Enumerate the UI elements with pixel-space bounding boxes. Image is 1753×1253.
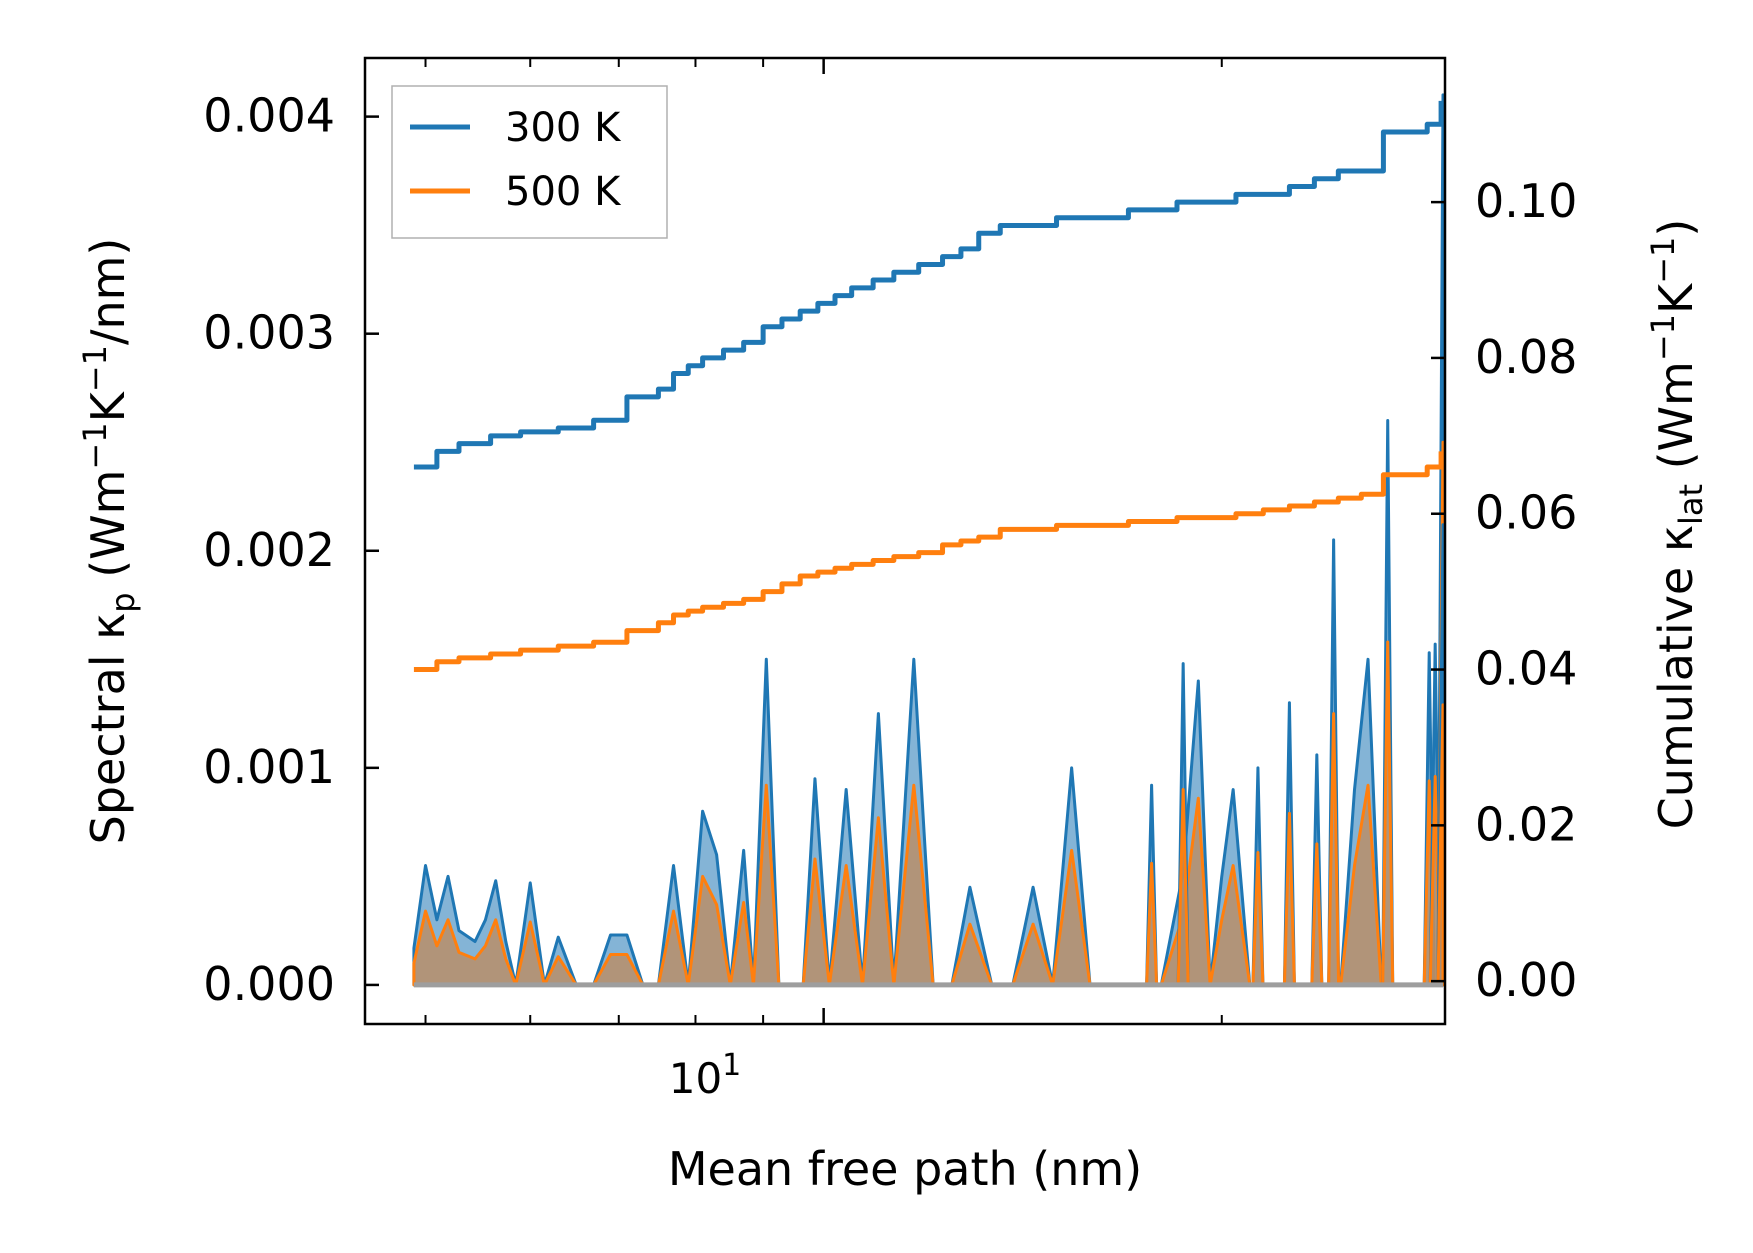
y-tick-label-right: 0.02	[1475, 797, 1577, 851]
y-tick-label-right: 0.06	[1475, 486, 1577, 540]
y-tick-label-left: 0.002	[203, 523, 335, 577]
y-tick-label-right: 0.10	[1475, 174, 1577, 228]
x-tick-label-10: 101	[669, 1048, 742, 1103]
y-tick-label-left: 0.004	[203, 89, 335, 143]
x-axis-label: Mean free path (nm)	[668, 1142, 1142, 1196]
legend-label-300k: 300 K	[505, 105, 622, 151]
legend: 300 K 500 K	[391, 85, 668, 239]
y-tick-label-right: 0.08	[1475, 330, 1577, 384]
cumulative-300k-line	[413, 100, 1444, 470]
axes-frame	[363, 56, 1447, 1026]
cumulative-500k-line	[413, 451, 1444, 673]
y-axis-label-left: Spectral κp (Wm−1K−1/nm)	[76, 238, 142, 845]
y-tick-label-left: 0.000	[203, 957, 335, 1011]
ticks: 0.000 0.001 0.002 0.003 0.004 0.00 0.02 0.04 0.0…	[203, 58, 1577, 1024]
y-tick-label-left: 0.001	[203, 740, 335, 794]
legend-box	[391, 85, 668, 239]
y-tick-label-left: 0.003	[203, 306, 335, 360]
y-tick-label-right: 0.00	[1475, 953, 1577, 1007]
legend-label-500k: 500 K	[505, 169, 622, 215]
plot-area	[412, 93, 1445, 988]
y-tick-label-right: 0.04	[1475, 642, 1577, 696]
y-axis-label-right: Cumulative κlat (Wm−1K−1)	[1644, 219, 1710, 830]
